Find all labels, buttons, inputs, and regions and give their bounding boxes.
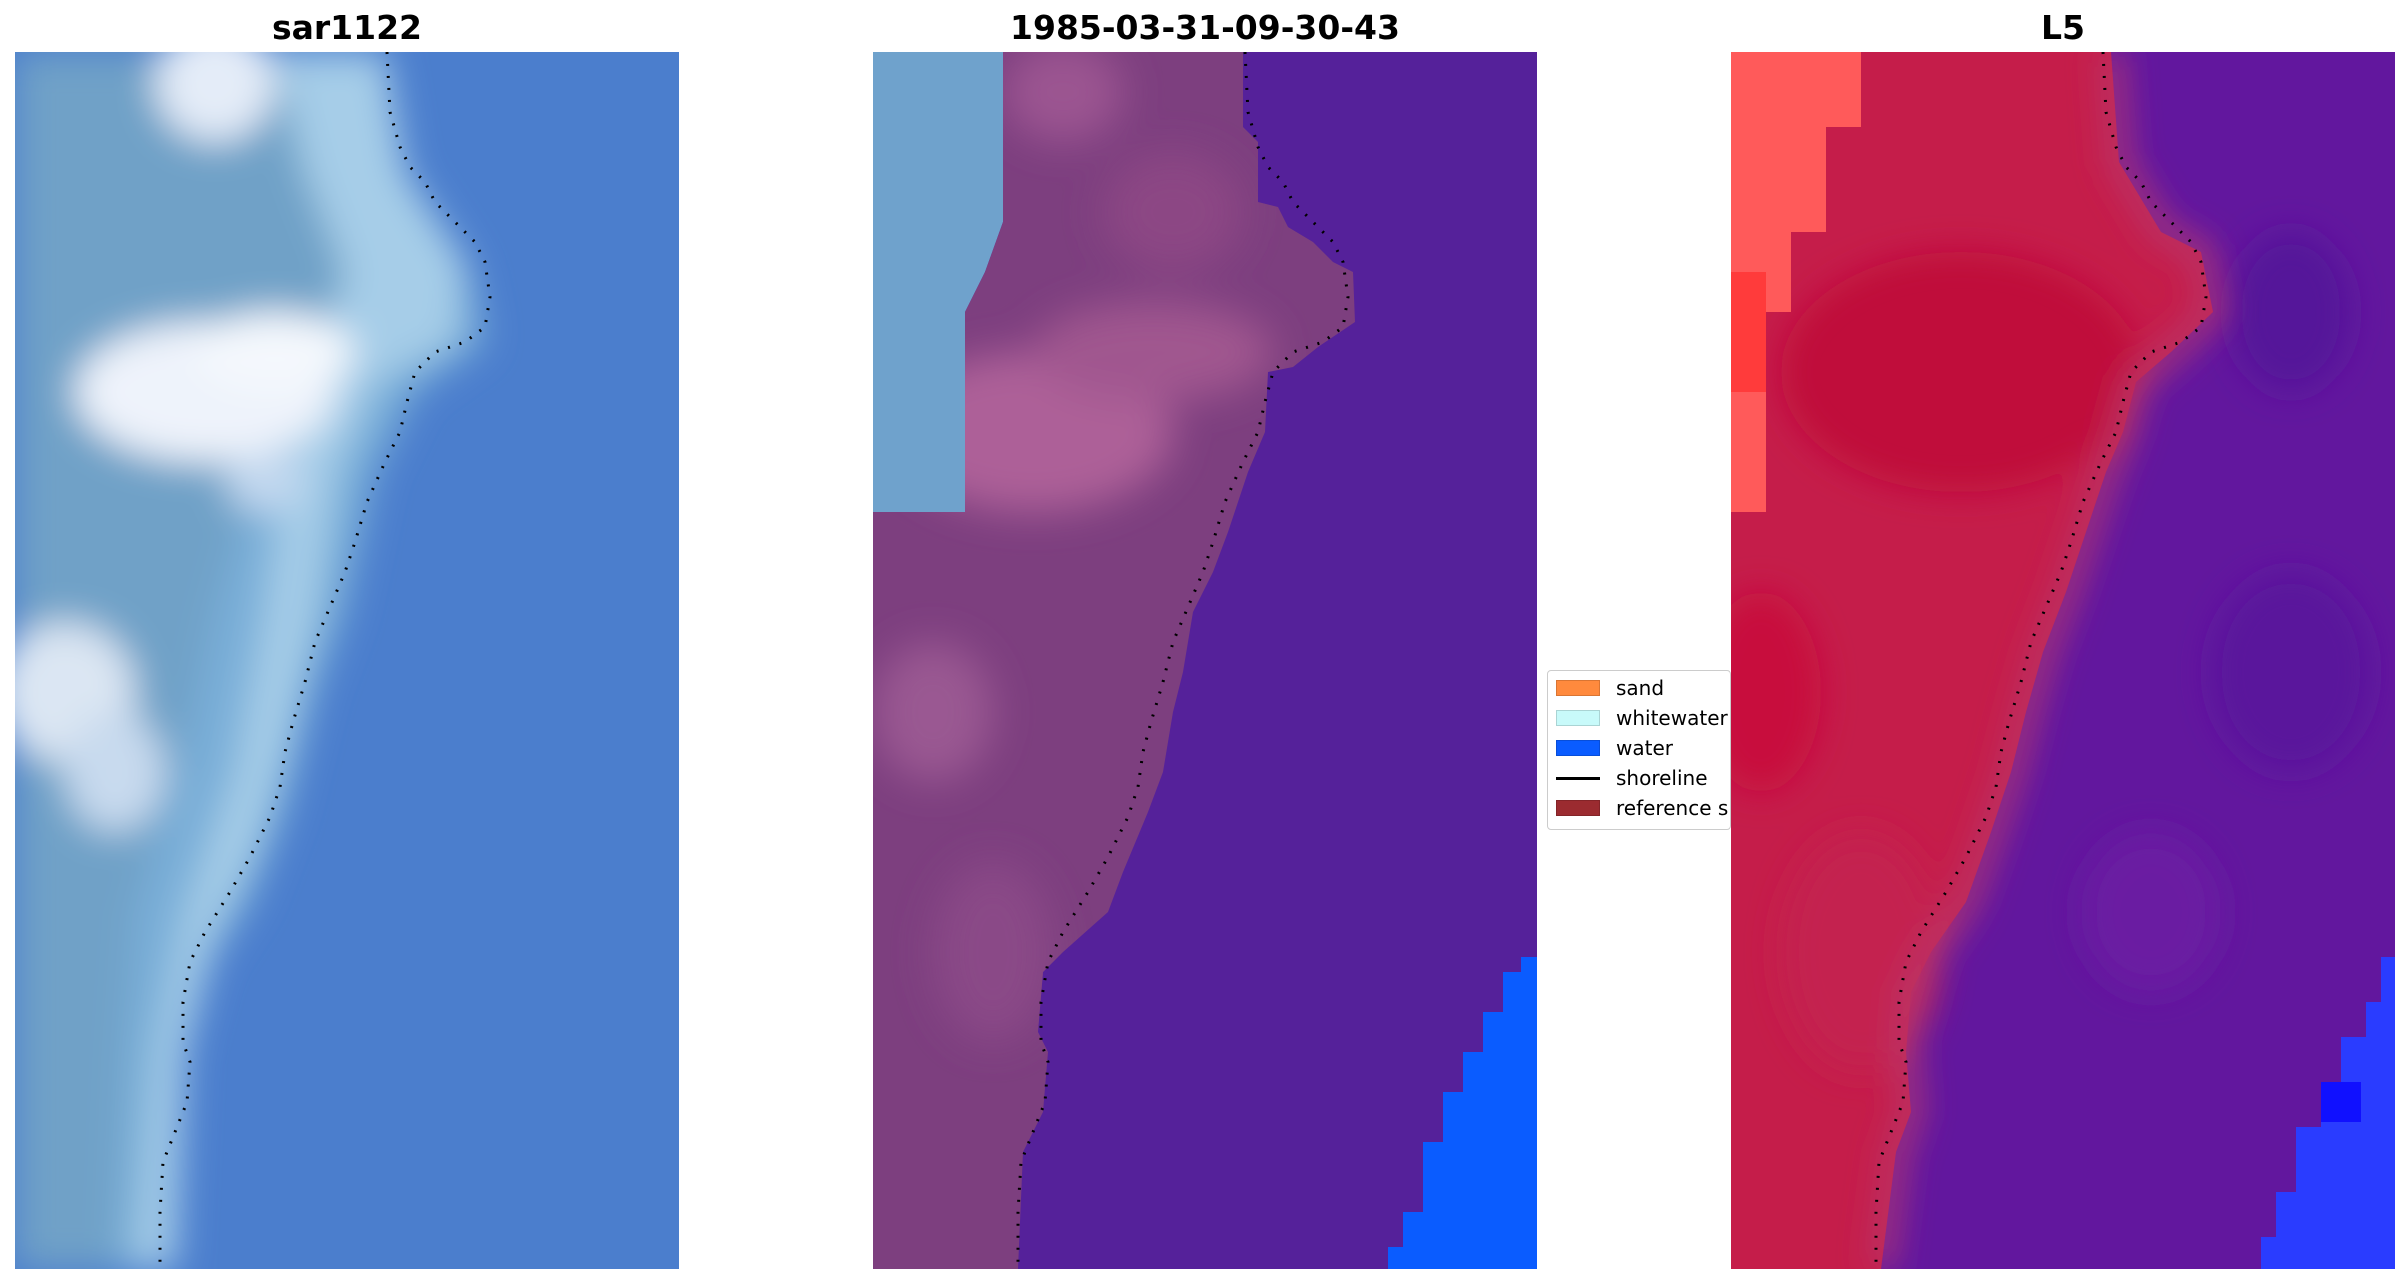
panel-title-rgb: sar1122	[271, 8, 423, 47]
index-image	[1731, 52, 2395, 1269]
rgb-image-panel	[15, 52, 679, 1269]
index-salmon-accent	[1731, 272, 1766, 392]
index-blue-accent	[2321, 1082, 2361, 1122]
legend: sand whitewater water shoreline referenc…	[1547, 670, 1731, 830]
rgb-image	[15, 52, 679, 1269]
classified-image-panel	[873, 52, 1537, 1269]
index-salmon-strip	[1731, 52, 1861, 512]
legend-swatch-whitewater	[1556, 710, 1600, 726]
legend-label-shoreline: shoreline	[1616, 766, 1708, 790]
classified-image	[873, 52, 1537, 1269]
legend-label-water: water	[1616, 736, 1673, 760]
classified-rgb-strip	[873, 52, 1003, 512]
legend-label-reference-buffer: reference shoreline buffer	[1616, 796, 1730, 820]
legend-label-sand: sand	[1616, 676, 1665, 700]
legend-swatch-sand	[1556, 680, 1600, 696]
rgb-land-area	[15, 52, 485, 1269]
index-land-shading	[1731, 52, 2224, 1269]
legend-label-whitewater: whitewater	[1616, 706, 1728, 730]
classified-bright-water	[1388, 957, 1537, 1269]
legend-swatch-reference-buffer	[1556, 800, 1600, 816]
panel-title-index: L5	[2041, 8, 2085, 47]
legend-line-shoreline	[1556, 777, 1600, 780]
panel-title-classified: 1985-03-31-09-30-43	[1010, 8, 1400, 47]
legend-swatch-water	[1556, 740, 1600, 756]
index-image-panel	[1731, 52, 2395, 1269]
